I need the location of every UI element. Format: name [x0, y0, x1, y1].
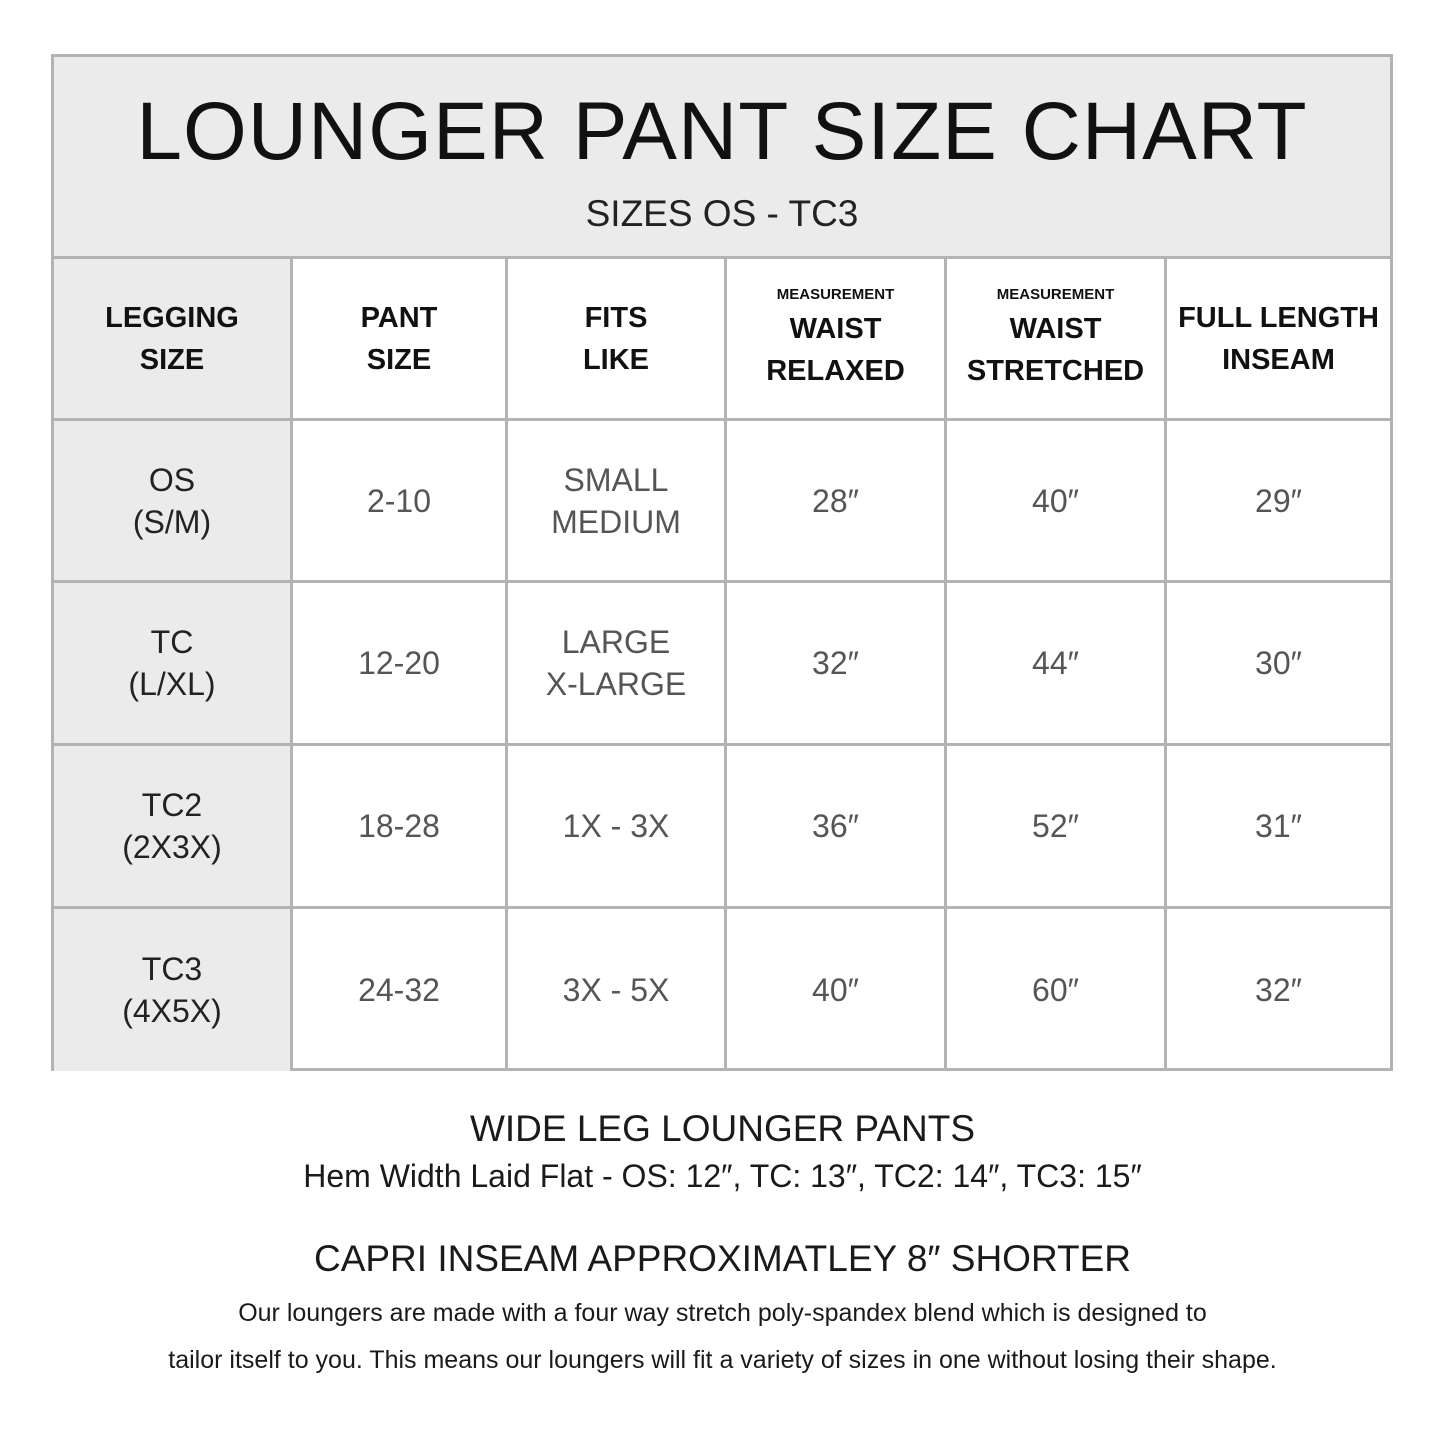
- cell-value: 40″: [812, 972, 859, 1008]
- table-cell-fits: SMALL MEDIUM: [508, 421, 727, 583]
- header-label: RELAXED: [766, 354, 905, 387]
- cell-line: TC3: [141, 951, 203, 987]
- cell-value: 29″: [1255, 482, 1302, 519]
- cell-value: 31″: [1255, 808, 1302, 844]
- cell-value: 32″: [1255, 972, 1302, 1008]
- capri-note: CAPRI INSEAM APPROXIMATLEY 8″ SHORTER: [313, 1238, 1132, 1279]
- table-cell-relaxed: 28″: [727, 421, 947, 583]
- cell-line: LARGE: [561, 624, 671, 660]
- table-cell-stretched: 40″: [947, 421, 1167, 583]
- cell-value: 2-10: [366, 482, 432, 519]
- wide-leg-title: WIDE LEG LOUNGER PANTS: [469, 1108, 976, 1149]
- header-cell: PANT SIZE: [293, 259, 508, 421]
- cell-value: 30″: [1255, 645, 1302, 681]
- table-cell-pant: 2-10: [293, 421, 508, 583]
- cell-line: X-LARGE: [545, 666, 687, 702]
- cell-line: (S/M): [132, 503, 212, 540]
- table-cell-pant: 12-20: [293, 583, 508, 746]
- header-label: WAIST: [1009, 312, 1102, 345]
- header-label: SIZE: [139, 343, 205, 376]
- cell-line: SMALL: [563, 461, 669, 498]
- table-cell-fits: 3X - 5X: [508, 909, 727, 1071]
- header-cell: LEGGING SIZE: [54, 259, 293, 421]
- cell-line: (2X3X): [122, 829, 222, 865]
- cell-value: 12-20: [358, 645, 440, 681]
- cell-value: 28″: [812, 482, 859, 519]
- cell-value: 24-32: [358, 972, 440, 1008]
- table-cell-inseam: 32″: [1167, 909, 1390, 1071]
- table-cell-size: TC2 (2X3X): [54, 746, 293, 909]
- cell-line: 3X - 5X: [562, 972, 670, 1008]
- table-cell-size: OS (S/M): [54, 421, 293, 583]
- header-label: LEGGING: [105, 301, 239, 334]
- table-cell-relaxed: 32″: [727, 583, 947, 746]
- table-cell-fits: LARGE X-LARGE: [508, 583, 727, 746]
- header-measurement-label: MEASUREMENT: [776, 285, 895, 303]
- header-cell: FULL LENGTH INSEAM: [1167, 259, 1390, 421]
- header-cell: FITS LIKE: [508, 259, 727, 421]
- cell-value: 44″: [1032, 645, 1079, 681]
- cell-value: 18-28: [358, 808, 440, 844]
- chart-title: LOUNGER PANT SIZE CHART: [136, 86, 1308, 177]
- table-cell-stretched: 52″: [947, 746, 1167, 909]
- header-label: INSEAM: [1222, 343, 1335, 376]
- description-line-2: tailor itself to you. This means our lou…: [168, 1346, 1277, 1374]
- hem-width-text: Hem Width Laid Flat - OS: 12″, TC: 13″, …: [303, 1158, 1142, 1194]
- header-label: FULL LENGTH: [1178, 301, 1379, 334]
- table-cell-relaxed: 40″: [727, 909, 947, 1071]
- header-label: PANT: [360, 301, 438, 334]
- description-line-1: Our loungers are made with a four way st…: [238, 1299, 1207, 1327]
- table-cell-size: TC3 (4X5X): [54, 909, 293, 1071]
- cell-value: 36″: [812, 808, 859, 844]
- header-cell: MEASUREMENT WAIST STRETCHED: [947, 259, 1167, 421]
- header-label: LIKE: [582, 343, 650, 376]
- size-grid: LEGGING SIZE PANT SIZE FITS LIKE MEASUREMENT WA…: [54, 259, 1390, 1071]
- header-label: STRETCHED: [966, 354, 1145, 387]
- table-cell-relaxed: 36″: [727, 746, 947, 909]
- cell-value: 52″: [1032, 808, 1079, 844]
- table-cell-fits: 1X - 3X: [508, 746, 727, 909]
- cell-line: TC: [150, 624, 194, 660]
- table-cell-pant: 18-28: [293, 746, 508, 909]
- header-label: SIZE: [366, 343, 432, 376]
- cell-line: (L/XL): [128, 666, 216, 702]
- header-label: WAIST: [789, 312, 882, 345]
- table-cell-stretched: 60″: [947, 909, 1167, 1071]
- title-band: LOUNGER PANT SIZE CHART SIZES OS - TC3: [54, 57, 1390, 259]
- cell-line: TC2: [141, 787, 203, 823]
- cell-value: 40″: [1032, 482, 1079, 519]
- cell-line: 1X - 3X: [562, 808, 670, 844]
- table-cell-size: TC (L/XL): [54, 583, 293, 746]
- cell-value: 32″: [812, 645, 859, 681]
- table-cell-inseam: 31″: [1167, 746, 1390, 909]
- cell-line: OS: [148, 461, 196, 498]
- cell-value: 60″: [1032, 972, 1079, 1008]
- cell-line: (4X5X): [122, 993, 222, 1029]
- table-cell-inseam: 29″: [1167, 421, 1390, 583]
- size-chart-table: LOUNGER PANT SIZE CHART SIZES OS - TC3 L…: [51, 54, 1393, 1071]
- table-cell-stretched: 44″: [947, 583, 1167, 746]
- chart-subtitle: SIZES OS - TC3: [585, 193, 859, 234]
- table-cell-inseam: 30″: [1167, 583, 1390, 746]
- header-label: FITS: [584, 301, 648, 334]
- header-measurement-label: MEASUREMENT: [996, 285, 1115, 303]
- cell-line: MEDIUM: [551, 503, 681, 540]
- header-cell: MEASUREMENT WAIST RELAXED: [727, 259, 947, 421]
- table-cell-pant: 24-32: [293, 909, 508, 1071]
